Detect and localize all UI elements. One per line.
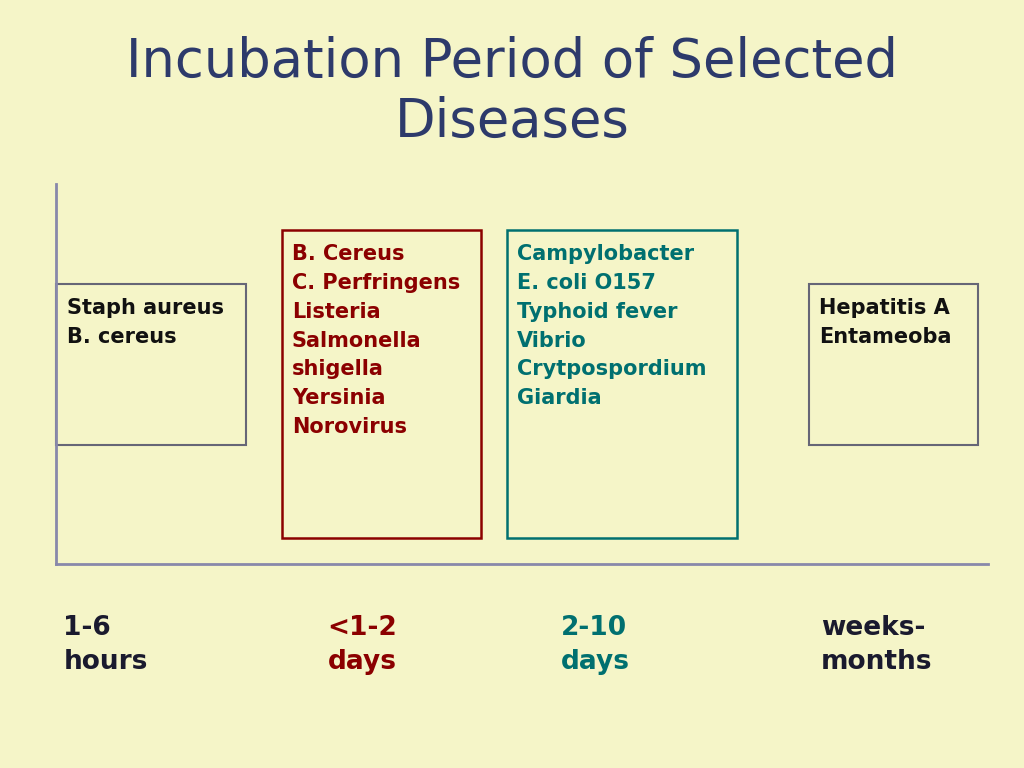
Bar <box>56 284 246 445</box>
Text: 2-10
days: 2-10 days <box>561 615 630 675</box>
Text: Campylobacter
E. coli O157
Typhoid fever
Vibrio
Crytpospordium
Giardia: Campylobacter E. coli O157 Typhoid fever… <box>517 244 707 409</box>
Text: Staph aureus
B. cereus: Staph aureus B. cereus <box>67 298 223 347</box>
Text: Hepatitis A
Entameoba: Hepatitis A Entameoba <box>819 298 951 347</box>
Text: 1-6
hours: 1-6 hours <box>63 615 147 675</box>
Text: B. Cereus
C. Perfringens
Listeria
Salmonella
shigella
Yersinia
Norovirus: B. Cereus C. Perfringens Listeria Salmon… <box>292 244 460 437</box>
Bar <box>809 284 978 445</box>
Text: weeks-
months: weeks- months <box>821 615 933 675</box>
Bar <box>507 230 737 538</box>
Text: Incubation Period of Selected
Diseases: Incubation Period of Selected Diseases <box>126 36 898 148</box>
Text: <1-2
days: <1-2 days <box>328 615 397 675</box>
Bar <box>282 230 481 538</box>
